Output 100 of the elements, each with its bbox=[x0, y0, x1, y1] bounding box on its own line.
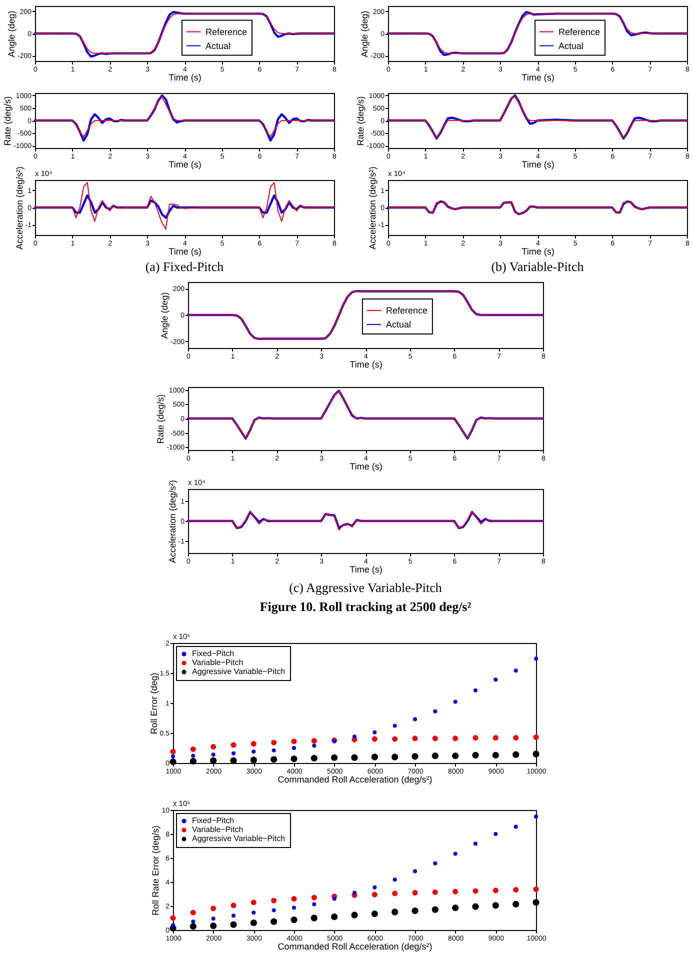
point bbox=[332, 896, 336, 901]
point bbox=[392, 878, 397, 882]
point bbox=[170, 748, 176, 754]
point bbox=[191, 754, 196, 758]
point bbox=[250, 919, 257, 926]
text: (c) Aggressive Variable-Pitch bbox=[288, 580, 443, 596]
point bbox=[433, 861, 438, 866]
point bbox=[412, 907, 418, 914]
point bbox=[252, 750, 256, 754]
point bbox=[290, 916, 298, 924]
x-axis-title: Time (s) bbox=[350, 360, 382, 370]
point bbox=[453, 700, 458, 704]
point bbox=[392, 736, 398, 742]
point bbox=[170, 758, 176, 766]
point bbox=[372, 892, 378, 898]
point bbox=[534, 814, 538, 819]
point bbox=[372, 736, 378, 742]
point bbox=[533, 734, 539, 740]
point bbox=[230, 921, 237, 928]
y-axis-title: Acceleration (deg/s²) bbox=[367, 166, 378, 250]
point bbox=[311, 738, 317, 744]
point bbox=[232, 751, 236, 756]
point bbox=[512, 751, 520, 758]
point bbox=[250, 741, 256, 747]
point bbox=[513, 735, 519, 741]
point bbox=[432, 906, 438, 913]
y-axis-title: Acceleration (deg/s²) bbox=[167, 480, 178, 564]
point bbox=[290, 755, 298, 762]
point bbox=[513, 887, 519, 893]
point bbox=[272, 748, 276, 752]
point bbox=[433, 709, 438, 714]
legend-label: Variable−Pitch bbox=[192, 825, 244, 834]
point bbox=[372, 885, 377, 890]
legend-label: Actual bbox=[386, 320, 411, 330]
caption: Figure 10. Roll tracking at 2500 deg/s² bbox=[258, 599, 472, 615]
point bbox=[514, 668, 518, 673]
point bbox=[352, 890, 356, 895]
x-axis-title: Time (s) bbox=[350, 462, 382, 472]
point bbox=[331, 754, 338, 761]
point bbox=[211, 916, 216, 921]
text: (b) Variable-Pitch bbox=[490, 259, 585, 275]
point bbox=[230, 757, 237, 764]
point bbox=[412, 890, 418, 896]
point bbox=[310, 914, 318, 922]
point bbox=[392, 754, 398, 760]
point bbox=[494, 832, 498, 836]
point bbox=[492, 888, 498, 894]
point bbox=[512, 900, 520, 908]
line-series bbox=[34, 194, 336, 219]
point bbox=[271, 740, 277, 746]
point bbox=[270, 918, 278, 925]
point bbox=[292, 746, 296, 750]
x-axis-title: Commanded Roll Acceleration (deg/s²) bbox=[278, 774, 432, 784]
point bbox=[432, 889, 438, 895]
line-series bbox=[34, 182, 334, 230]
x-axis-title: Time (s) bbox=[168, 160, 202, 170]
point bbox=[432, 736, 438, 742]
y-axis-title: Roll Rate Error (deg/s) bbox=[150, 825, 161, 916]
legend-label: Fixed−Pitch bbox=[192, 649, 234, 658]
point bbox=[432, 752, 438, 760]
point bbox=[190, 758, 196, 765]
y-axis-title: Angle (deg) bbox=[359, 10, 370, 58]
point bbox=[250, 900, 256, 906]
point bbox=[492, 752, 499, 759]
y-axis-title: Angle (deg) bbox=[6, 10, 16, 58]
point bbox=[392, 724, 397, 728]
point bbox=[492, 735, 498, 741]
legend-label: Reference bbox=[558, 26, 600, 37]
point bbox=[472, 903, 479, 910]
point bbox=[272, 908, 276, 912]
point bbox=[190, 910, 196, 916]
point bbox=[452, 752, 459, 760]
x-axis-title: Time (s) bbox=[522, 72, 554, 82]
legend-label: Actual bbox=[558, 40, 584, 51]
y-axis-title: Rate (deg/s) bbox=[356, 96, 366, 146]
point bbox=[271, 898, 277, 904]
point bbox=[371, 754, 378, 760]
y-axis-title: Roll Error (deg) bbox=[148, 672, 159, 734]
point bbox=[312, 744, 316, 748]
point bbox=[310, 754, 318, 762]
y-axis-title: Angle (deg) bbox=[159, 292, 170, 339]
point bbox=[534, 656, 538, 661]
point bbox=[351, 754, 358, 761]
point bbox=[371, 910, 378, 918]
point bbox=[472, 888, 478, 894]
point bbox=[292, 906, 296, 910]
point bbox=[392, 908, 398, 916]
point bbox=[472, 735, 478, 741]
point bbox=[171, 754, 175, 758]
point bbox=[532, 899, 540, 906]
point bbox=[532, 750, 540, 758]
point bbox=[291, 738, 297, 744]
point bbox=[311, 894, 317, 900]
point bbox=[210, 757, 217, 764]
x-axis-title: Time (s) bbox=[522, 246, 554, 256]
point bbox=[351, 912, 358, 918]
point bbox=[352, 734, 356, 739]
x-axis-title: Time (s) bbox=[168, 72, 202, 82]
point bbox=[291, 896, 297, 902]
x-axis-title: Time (s) bbox=[522, 160, 554, 170]
